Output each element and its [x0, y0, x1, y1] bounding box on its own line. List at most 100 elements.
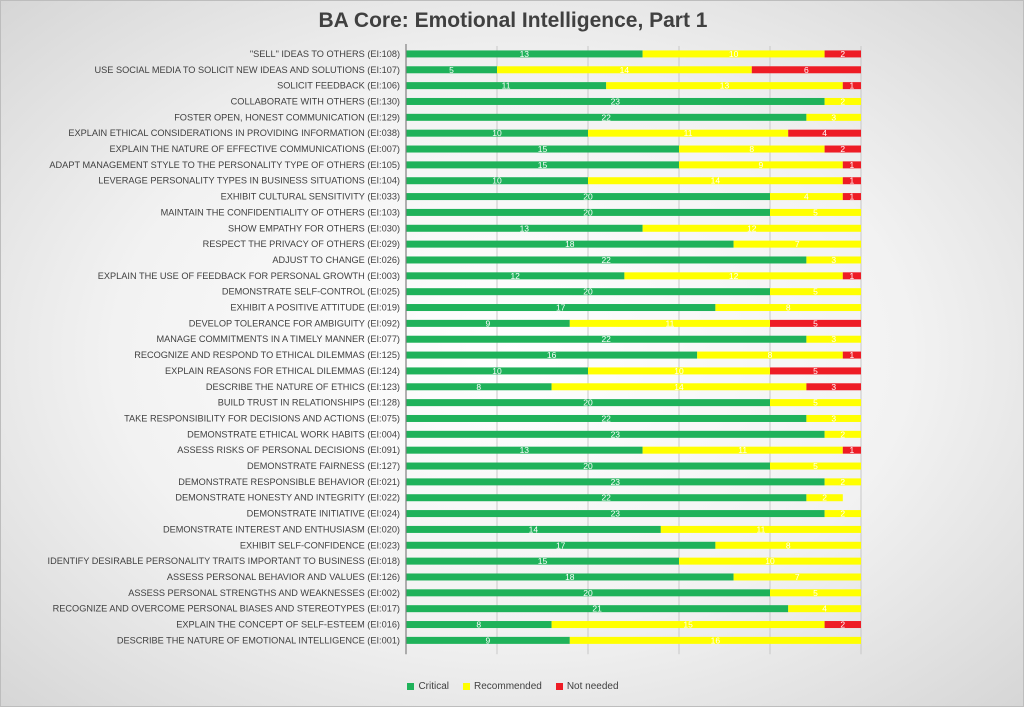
data-label: 22 — [601, 112, 611, 122]
category-label: RECOGNIZE AND RESPOND TO ETHICAL DILEMMA… — [134, 350, 400, 360]
bar-segment — [406, 319, 570, 327]
bar-segment — [642, 224, 861, 232]
bar-segment — [624, 272, 843, 280]
category-label: MANAGE COMMITMENTS IN A TIMELY MANNER (E… — [156, 334, 400, 344]
category-label: IDENTIFY DESIRABLE PERSONALITY TRAITS IM… — [48, 556, 400, 566]
data-label: 9 — [759, 160, 764, 170]
bar-segment — [842, 161, 861, 169]
gridlines — [496, 46, 862, 655]
data-label: 8 — [768, 350, 773, 360]
category-label: DEMONSTRATE FAIRNESS (EI:127) — [247, 461, 400, 471]
data-label: 5 — [813, 318, 818, 328]
data-label: 13 — [520, 223, 530, 233]
data-label: 10 — [674, 366, 684, 376]
data-label: 13 — [520, 49, 530, 59]
bar-segment — [824, 510, 861, 518]
category-label: ASSESS PERSONAL BEHAVIOR AND VALUES (EI:… — [167, 572, 400, 582]
category-label: SOLICIT FEEDBACK (EI:106) — [277, 81, 400, 91]
category-label: MAINTAIN THE CONFIDENTIALITY OF OTHERS (… — [161, 207, 400, 217]
data-label: 8 — [476, 382, 481, 392]
bar-segment — [406, 478, 825, 486]
category-label: BUILD TRUST IN RELATIONSHIPS (EI:128) — [218, 398, 400, 408]
category-label: ASSESS PERSONAL STRENGTHS AND WEAKNESSES… — [128, 588, 400, 598]
data-label: 16 — [711, 635, 721, 645]
bar-segment — [824, 97, 861, 105]
data-label: 2 — [840, 477, 845, 487]
legend-label: Critical — [418, 681, 450, 692]
bar-segment — [497, 66, 752, 74]
data-label: 6 — [804, 65, 809, 75]
data-label: 22 — [601, 493, 611, 503]
bar-segment — [406, 50, 643, 58]
category-label: EXPLAIN THE CONCEPT OF SELF-ESTEEM (EI:0… — [176, 620, 400, 630]
bar-segment — [406, 82, 607, 90]
data-label: 10 — [492, 128, 502, 138]
bar-segment — [588, 177, 843, 185]
bar-segment — [806, 494, 843, 502]
data-label: 14 — [711, 176, 721, 186]
legend: Critical Recommended Not needed — [1, 681, 1024, 692]
bar-segment — [406, 240, 734, 248]
bar-segment — [406, 430, 825, 438]
data-label: 14 — [620, 65, 630, 75]
data-label: 23 — [611, 477, 621, 487]
bar-segment — [770, 288, 861, 296]
data-label: 12 — [747, 223, 757, 233]
legend-swatch — [407, 683, 415, 690]
bar-segment — [824, 621, 861, 629]
data-label: 10 — [492, 366, 502, 376]
bar-segment — [770, 399, 861, 407]
data-label: 10 — [765, 556, 775, 566]
data-label: 3 — [831, 382, 836, 392]
category-label: EXPLAIN THE NATURE OF EFFECTIVE COMMUNIC… — [110, 144, 400, 154]
bar-segment — [715, 541, 861, 549]
bar-segment — [406, 161, 679, 169]
bar-segment — [406, 446, 643, 454]
bar-segment — [406, 462, 770, 470]
bar-segment — [842, 351, 861, 359]
bar-segment — [806, 335, 861, 343]
data-label: 22 — [601, 413, 611, 423]
data-label: 1 — [850, 350, 855, 360]
category-label: DESCRIBE THE NATURE OF ETHICS (EI:123) — [206, 382, 400, 392]
data-label: 15 — [538, 144, 548, 154]
category-label: DEMONSTRATE RESPONSIBLE BEHAVIOR (EI:021… — [178, 477, 400, 487]
bar-segment — [406, 272, 625, 280]
bar-segment — [642, 50, 825, 58]
data-label: 3 — [831, 112, 836, 122]
bar-segment — [770, 193, 843, 201]
data-label: 20 — [583, 287, 593, 297]
data-label: 9 — [486, 635, 491, 645]
data-label: 13 — [720, 81, 730, 91]
data-label: 3 — [831, 413, 836, 423]
bar-segment — [406, 557, 679, 565]
data-label: 22 — [601, 255, 611, 265]
data-label: 11 — [684, 128, 693, 138]
category-label: "SELL" IDEAS TO OTHERS (EI:108) — [250, 49, 400, 59]
data-label: 10 — [729, 49, 739, 59]
bar-segment — [806, 113, 861, 121]
bar-segment — [788, 129, 861, 137]
data-label: 15 — [683, 620, 693, 630]
data-label: 11 — [665, 318, 674, 328]
category-label: DEMONSTRATE HONESTY AND INTEGRITY (EI:02… — [175, 493, 400, 503]
bar-segment — [406, 145, 679, 153]
bar-segment — [806, 414, 861, 422]
bar-segment — [842, 272, 861, 280]
data-label: 9 — [486, 318, 491, 328]
data-label: 17 — [556, 303, 566, 313]
bar-segment — [569, 319, 770, 327]
category-label: RESPECT THE PRIVACY OF OTHERS (EI:029) — [203, 239, 400, 249]
category-label: EXPLAIN REASONS FOR ETHICAL DILEMMAS (EI… — [165, 366, 400, 376]
bar-segment — [788, 605, 861, 613]
data-label: 13 — [520, 445, 530, 455]
category-label: EXHIBIT A POSITIVE ATTITUDE (EI:019) — [230, 303, 400, 313]
data-label: 12 — [729, 271, 739, 281]
bar-segment — [824, 145, 861, 153]
category-label: EXPLAIN THE USE OF FEEDBACK FOR PERSONAL… — [98, 271, 400, 281]
data-label: 8 — [786, 303, 791, 313]
data-label: 2 — [840, 96, 845, 106]
bar-segment — [697, 351, 843, 359]
